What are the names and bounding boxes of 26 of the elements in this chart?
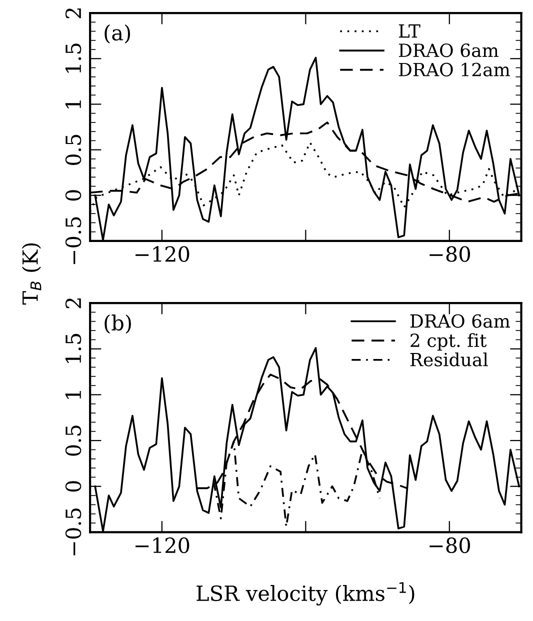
- legend-label: LT: [398, 24, 420, 38]
- x-tick-label: −80: [430, 246, 470, 262]
- y-tick-label: 2: [65, 8, 81, 18]
- y-tick-label: 0: [65, 481, 82, 492]
- legend-label: DRAO 6am: [410, 314, 510, 328]
- y-axis-title: T$_{B}$ (K): [22, 243, 42, 305]
- y-tick-label: 0.5: [65, 426, 82, 456]
- y-tick-label: 1.5: [65, 44, 82, 73]
- y-tick-label: −0.5: [65, 508, 82, 556]
- x-axis-title: LSR velocity (kms$^{−1}$): [196, 582, 414, 606]
- x-tick-label: −80: [430, 537, 470, 554]
- legend-label: DRAO 12am: [398, 62, 510, 76]
- x-tick-label: −120: [136, 537, 190, 554]
- y-tick-label: 0.5: [65, 134, 82, 165]
- x-tick-label: −120: [136, 246, 190, 262]
- y-tick-label: 1: [65, 100, 81, 108]
- y-tick-label: −0.5: [65, 217, 82, 264]
- y-tick-label: 1: [65, 391, 81, 399]
- legend-label: DRAO 6am: [398, 43, 498, 58]
- legend-label: Residual: [410, 352, 488, 366]
- legend-label: 2 cpt. fit: [410, 333, 487, 351]
- y-tick-label: 1.5: [65, 334, 82, 363]
- annotation: (a): [104, 24, 130, 44]
- y-tick-label: 0: [65, 190, 82, 201]
- y-tick-label: 2: [65, 298, 81, 308]
- annotation: (b): [104, 314, 131, 334]
